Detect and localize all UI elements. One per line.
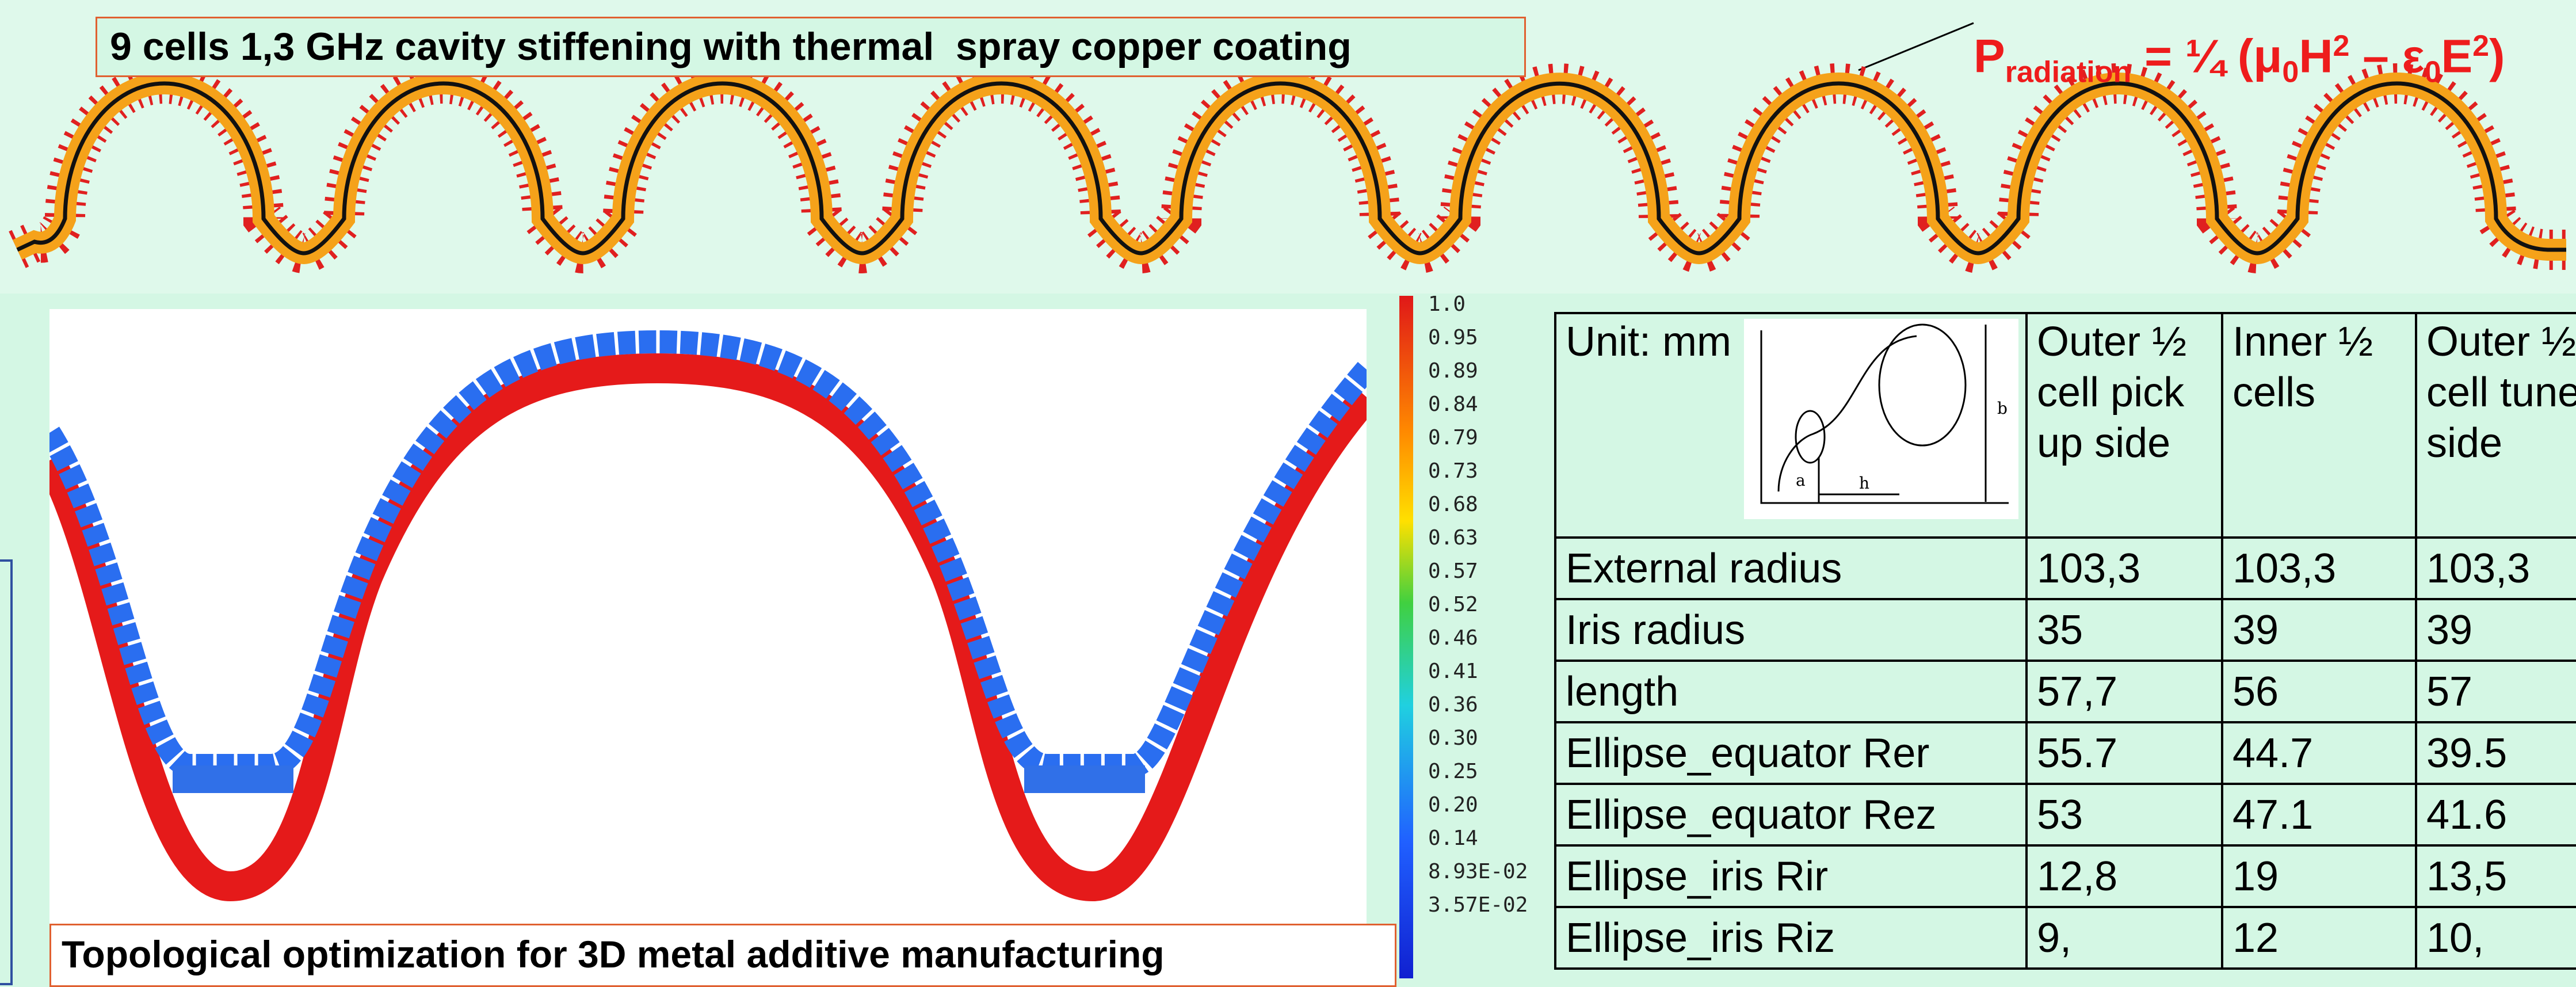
table-cell: External radius — [1555, 538, 2027, 599]
table-cell: Ellipse_equator Rer — [1555, 722, 2027, 784]
caption: Topological optimization for 3D metal ad… — [49, 924, 1396, 987]
fem-panel — [49, 309, 1367, 978]
table-cell: 103,3 — [2222, 538, 2416, 599]
colorbar-label: 0.73 — [1428, 459, 1478, 483]
header-cell: Outer ½ cell tuner side — [2416, 313, 2576, 538]
red-layer — [49, 368, 1367, 886]
table-cell: Ellipse_iris Riz — [1555, 907, 2027, 969]
title: 9 cells 1,3 GHz cavity stiffening with t… — [96, 17, 1526, 77]
colorbar-label: 0.41 — [1428, 660, 1478, 683]
colorbar-label: 0.46 — [1428, 626, 1478, 650]
colorbar-label: 8.93E-02 — [1428, 860, 1528, 883]
header-cell: Inner ½ cells — [2222, 313, 2416, 538]
formula-part: 0 — [2282, 56, 2299, 89]
colorbar-label: 0.25 — [1428, 760, 1478, 783]
colorbar-label: 0.89 — [1428, 359, 1478, 383]
formula-part: H — [2299, 30, 2333, 82]
table-cell: 35 — [2027, 599, 2222, 661]
formula: Pradiation = ¼ (μ0H2 – ε0E2) — [1974, 29, 2505, 90]
blue-layer — [49, 342, 1367, 765]
table-cell: length — [1555, 661, 2027, 722]
table-cell: 13,5 — [2416, 845, 2576, 907]
table-cell: Ellipse_iris Rir — [1555, 845, 2027, 907]
table-cell: 39 — [2222, 599, 2416, 661]
formula-part: 0 — [2425, 56, 2441, 89]
table-cell: 56 — [2222, 661, 2416, 722]
formula-part: radiation — [2005, 56, 2132, 89]
iris-platform — [1024, 765, 1145, 793]
table-cell: 44.7 — [2222, 722, 2416, 784]
colorbar-label: 0.95 — [1428, 326, 1478, 349]
partial-box — [0, 559, 13, 985]
table-cell: 53 — [2027, 784, 2222, 845]
colorbar-label: 0.14 — [1428, 826, 1478, 850]
table-cell: 47.1 — [2222, 784, 2416, 845]
formula-part: – ε — [2349, 30, 2424, 82]
colorbar-label: 1.0 — [1428, 292, 1466, 316]
table-cell: 9, — [2027, 907, 2222, 969]
table-cell: 12,8 — [2027, 845, 2222, 907]
table-cell: 10, — [2416, 907, 2576, 969]
colorbar-label: 0.79 — [1428, 426, 1478, 449]
diagram-bg — [1744, 319, 2018, 519]
colorbar-label: 0.63 — [1428, 526, 1478, 550]
formula-part: ) — [2489, 30, 2505, 82]
table-cell: 57 — [2416, 661, 2576, 722]
slide: 9 cells 1,3 GHz cavity stiffening with t… — [0, 0, 2576, 978]
diagram-label: a — [1796, 471, 1806, 490]
table-cell: 41.6 — [2416, 784, 2576, 845]
table-cell: 19 — [2222, 845, 2416, 907]
table-cell: 103,3 — [2416, 538, 2576, 599]
table-cell: 103,3 — [2027, 538, 2222, 599]
colorbar-label: 0.20 — [1428, 793, 1478, 817]
diagram-label: b — [1997, 399, 2008, 418]
header-cell: Outer ½ cell pick up side — [2027, 313, 2222, 538]
colorbar-label: 0.36 — [1428, 693, 1478, 717]
formula-part: E — [2441, 30, 2472, 82]
colorbar-label: 0.84 — [1428, 392, 1478, 416]
profile-diagram: a h b — [1744, 319, 2018, 519]
iris-platform — [173, 765, 293, 793]
formula-part: P — [1974, 30, 2005, 82]
table-cell: 39 — [2416, 599, 2576, 661]
formula-part: 2 — [2333, 29, 2350, 63]
diagram-label: h — [1859, 474, 1869, 493]
colorbar-label: 0.30 — [1428, 726, 1478, 750]
colorbar-label: 3.57E-02 — [1428, 893, 1528, 917]
table-cell: Ellipse_equator Rez — [1555, 784, 2027, 845]
table-cell: 55.7 — [2027, 722, 2222, 784]
table-cell: Iris radius — [1555, 599, 2027, 661]
colorbar-label: 0.57 — [1428, 559, 1478, 583]
formula-part: 2 — [2472, 29, 2489, 63]
fem-shape — [49, 309, 1367, 978]
table-cell: 39.5 — [2416, 722, 2576, 784]
colorbar — [1399, 296, 1413, 978]
formula-part: = ¼ (μ — [2131, 30, 2282, 82]
table-cell: 12 — [2222, 907, 2416, 969]
table-cell: 57,7 — [2027, 661, 2222, 722]
colorbar-label: 0.52 — [1428, 593, 1478, 616]
colorbar-label: 0.68 — [1428, 493, 1478, 516]
